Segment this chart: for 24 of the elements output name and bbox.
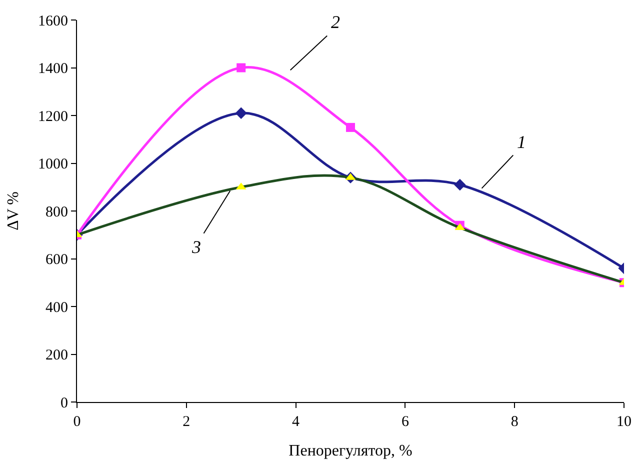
y-tick-label: 800 [46,204,68,220]
y-tick-label: 400 [46,300,68,316]
y-tick-label: 200 [46,348,68,364]
y-tick-label: 600 [46,252,68,268]
x-axis-title: Пенорегулятор, % [288,442,412,460]
y-tick-label: 1200 [38,108,68,125]
y-tick-label: 1000 [38,156,68,172]
text: 3 [191,237,201,257]
y-tick-label: 1400 [38,61,68,77]
text: 2 [331,12,340,32]
point [236,63,246,72]
x-tick-label: 8 [510,414,518,430]
y-tick-label: 0 [60,395,68,412]
x-tick-label: 6 [401,414,410,430]
y-tick-label: 1600 [38,13,68,30]
point [346,122,355,132]
x-tick-label: 4 [292,414,300,430]
x-tick-label: 0 [73,414,81,430]
y-axis-title: ΔV % [4,192,22,230]
point [454,178,466,191]
text: 1 [517,132,526,152]
x-tick-label: 10 [616,414,632,430]
point [235,107,247,119]
x-tick-label: 2 [182,414,190,430]
